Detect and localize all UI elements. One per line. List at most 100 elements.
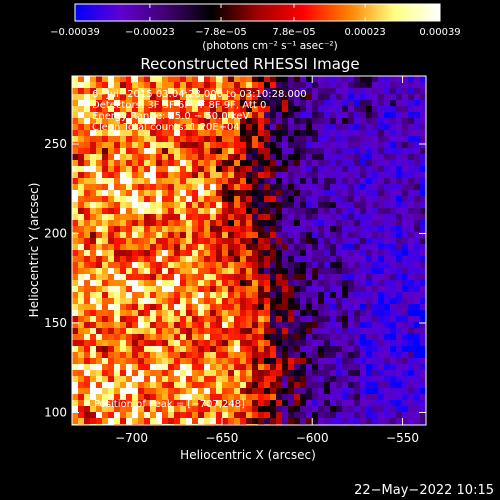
heatmap-cell	[330, 298, 337, 305]
heatmap-cell	[78, 184, 85, 191]
heatmap-cell	[360, 154, 367, 161]
heatmap-cell	[210, 124, 217, 131]
heatmap-cell	[246, 292, 253, 299]
heatmap-cell	[156, 304, 163, 311]
heatmap-cell	[210, 280, 217, 287]
heatmap-cell	[102, 370, 109, 377]
heatmap-cell	[300, 376, 307, 383]
heatmap-cell	[216, 142, 223, 149]
heatmap-cell	[258, 322, 265, 329]
heatmap-cell	[150, 262, 157, 269]
heatmap-cell	[228, 256, 235, 263]
heatmap-cell	[174, 382, 181, 389]
heatmap-cell	[348, 370, 355, 377]
heatmap-cell	[138, 88, 145, 95]
heatmap-cell	[264, 166, 271, 173]
heatmap-cell	[294, 106, 301, 113]
heatmap-cell	[396, 340, 403, 347]
heatmap-cell	[138, 166, 145, 173]
heatmap-cell	[384, 106, 391, 113]
heatmap-cell	[264, 382, 271, 389]
heatmap-cell	[318, 304, 325, 311]
heatmap-cell	[324, 250, 331, 257]
heatmap-cell	[240, 136, 247, 143]
heatmap-cell	[78, 334, 85, 341]
heatmap-cell	[150, 166, 157, 173]
heatmap-cell	[138, 250, 145, 257]
heatmap-cell	[138, 370, 145, 377]
heatmap-cell	[348, 238, 355, 245]
heatmap-cell	[276, 358, 283, 365]
heatmap-cell	[120, 142, 127, 149]
heatmap-cell	[348, 358, 355, 365]
heatmap-cell	[264, 82, 271, 89]
heatmap-cell	[174, 214, 181, 221]
heatmap-cell	[210, 268, 217, 275]
heatmap-cell	[276, 268, 283, 275]
heatmap-cell	[294, 298, 301, 305]
heatmap-cell	[360, 76, 367, 83]
heatmap-cell	[348, 118, 355, 125]
heatmap-cell	[120, 154, 127, 161]
heatmap-cell	[240, 310, 247, 317]
heatmap-cell	[252, 310, 259, 317]
heatmap-cell	[306, 286, 313, 293]
heatmap-cell	[192, 178, 199, 185]
heatmap-cell	[324, 238, 331, 245]
heatmap-cell	[162, 364, 169, 371]
heatmap-cell	[318, 334, 325, 341]
heatmap-cell	[192, 88, 199, 95]
heatmap-cell	[270, 94, 277, 101]
heatmap-cell	[258, 136, 265, 143]
heatmap-cell	[102, 280, 109, 287]
heatmap-cell	[354, 94, 361, 101]
heatmap-cell	[216, 226, 223, 233]
heatmap-cell	[348, 130, 355, 137]
heatmap-cell	[102, 124, 109, 131]
heatmap-cell	[264, 280, 271, 287]
heatmap-cell	[96, 136, 103, 143]
heatmap-cell	[90, 118, 97, 125]
heatmap-cell	[342, 358, 349, 365]
heatmap-cell	[342, 388, 349, 395]
heatmap-cell	[168, 388, 175, 395]
heatmap-cell	[168, 220, 175, 227]
heatmap-cell	[414, 220, 421, 227]
heatmap-cell	[252, 292, 259, 299]
heatmap-cell	[102, 376, 109, 383]
heatmap-cell	[300, 226, 307, 233]
heatmap-cell	[108, 250, 115, 257]
heatmap-cell	[102, 160, 109, 167]
heatmap-cell	[342, 352, 349, 359]
heatmap-cell	[300, 124, 307, 131]
heatmap-cell	[414, 214, 421, 221]
heatmap-cell	[276, 388, 283, 395]
heatmap-cell	[144, 214, 151, 221]
heatmap-cell	[72, 154, 79, 161]
heatmap-cell	[414, 274, 421, 281]
heatmap-cell	[234, 376, 241, 383]
heatmap-cell	[234, 208, 241, 215]
heatmap-cell	[264, 76, 271, 83]
heatmap-cell	[372, 208, 379, 215]
heatmap-cell	[336, 100, 343, 107]
heatmap-cell	[372, 226, 379, 233]
heatmap-cell	[120, 166, 127, 173]
heatmap-cell	[210, 112, 217, 119]
heatmap-cell	[288, 184, 295, 191]
heatmap-cell	[96, 244, 103, 251]
heatmap-cell	[276, 274, 283, 281]
heatmap-cell	[216, 130, 223, 137]
heatmap-cell	[156, 238, 163, 245]
heatmap-cell	[246, 184, 253, 191]
heatmap-cell	[228, 340, 235, 347]
heatmap-cell	[72, 412, 79, 419]
heatmap-cell	[222, 232, 229, 239]
heatmap-cell	[414, 100, 421, 107]
heatmap-cell	[306, 382, 313, 389]
heatmap-cell	[324, 178, 331, 185]
heatmap-cell	[252, 298, 259, 305]
heatmap-cell	[372, 376, 379, 383]
heatmap-cell	[372, 268, 379, 275]
heatmap-cell	[162, 352, 169, 359]
